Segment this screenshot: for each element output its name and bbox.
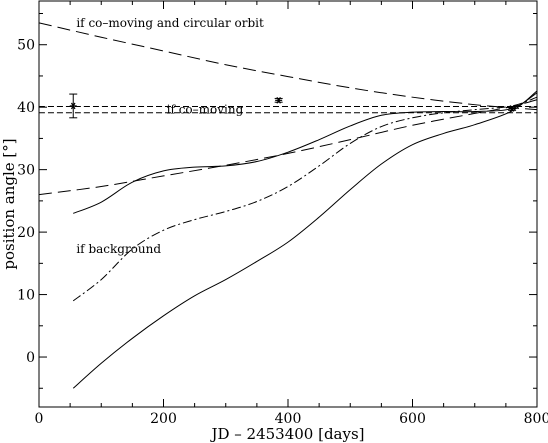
x-tick-label: 600: [399, 411, 426, 427]
tick-labels: 0 200 400 600 800 0 10 20 30 40 50: [17, 38, 548, 427]
x-tick-label: 400: [275, 411, 302, 427]
y-tick-label: 10: [17, 288, 35, 304]
annotation-1: if co–moving and circular orbit: [76, 16, 264, 30]
y-tick-label: 50: [17, 38, 35, 54]
series-line-6: [72, 96, 538, 302]
measurement-point-1: [69, 93, 78, 119]
y-axis-title: position angle [°]: [0, 138, 18, 269]
x-tick-label: 800: [524, 411, 548, 427]
series-line-1: [38, 22, 538, 111]
x-tick-label: 200: [150, 411, 177, 427]
asterisk-stroke: [276, 96, 281, 104]
x-tick-label: 0: [35, 411, 44, 427]
x-axis-title: JD – 2453400 [days]: [209, 425, 364, 443]
measurement-point-2: [274, 96, 283, 104]
annotation-2: if co–moving: [167, 103, 244, 117]
measurement-point-3: [508, 105, 517, 112]
asterisk-stroke: [509, 105, 515, 112]
axis-ticks: [38, 1, 538, 407]
series-line-5: [73, 92, 538, 214]
plot-frame: [38, 0, 538, 408]
y-tick-label: 0: [26, 350, 35, 366]
series-line-7: [72, 90, 538, 389]
measurement-points: [69, 93, 517, 119]
annotation-3: if background: [76, 242, 161, 256]
asterisk-stroke: [70, 102, 76, 110]
series-layer: [38, 22, 538, 389]
y-tick-label: 40: [17, 100, 35, 116]
series-line-4: [38, 99, 538, 196]
y-tick-label: 20: [17, 225, 35, 241]
y-tick-label: 30: [17, 163, 35, 179]
annotations: if co–moving and circular orbit if co–mov…: [76, 16, 264, 256]
